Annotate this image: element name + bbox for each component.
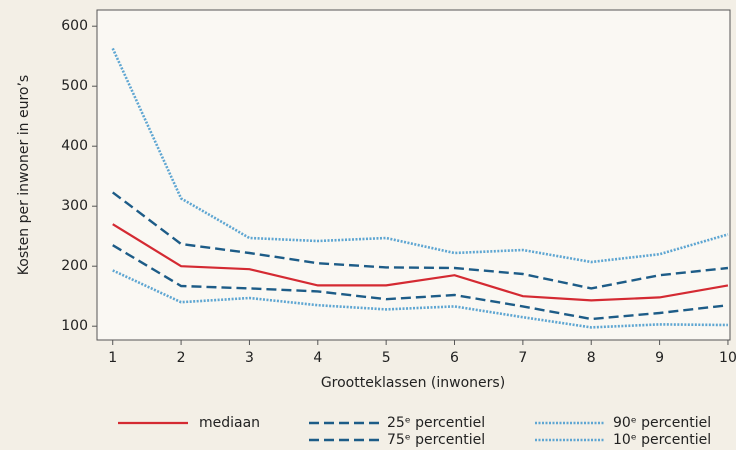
x-tick-label: 10 [719, 350, 736, 366]
legend-label: 10ᵉ percentiel [613, 432, 711, 448]
x-tick-label: 2 [177, 350, 186, 366]
x-tick-label: 9 [655, 350, 664, 366]
legend-label: 75ᵉ percentiel [387, 432, 485, 448]
y-axis-label: Kosten per inwoner in euro’s [16, 75, 32, 275]
series-line [112, 269, 728, 329]
x-axis-label: Grootteklassen (inwoners) [321, 375, 505, 391]
x-tick-label: 5 [382, 350, 391, 366]
y-tick-label: 100 [61, 318, 88, 334]
y-tick-label: 400 [61, 138, 88, 154]
legend-label: 25ᵉ percentiel [387, 415, 485, 431]
x-tick-label: 8 [587, 350, 596, 366]
series-line [111, 47, 729, 264]
x-tick-label: 7 [518, 350, 527, 366]
x-tick-label: 6 [450, 350, 459, 366]
series-line [112, 244, 729, 321]
x-tick-label: 4 [313, 350, 322, 366]
x-tick-label: 3 [245, 350, 254, 366]
series-line [112, 223, 729, 302]
y-tick-label: 200 [61, 258, 88, 274]
plot-area [96, 9, 731, 341]
legend-label: 90ᵉ percentiel [613, 415, 711, 431]
x-tick-label: 1 [108, 350, 117, 366]
series-line [111, 191, 729, 290]
y-tick-label: 300 [61, 198, 88, 214]
y-tick-label: 500 [61, 78, 88, 94]
legend-label: mediaan [199, 415, 260, 431]
y-tick-label: 600 [61, 18, 88, 34]
